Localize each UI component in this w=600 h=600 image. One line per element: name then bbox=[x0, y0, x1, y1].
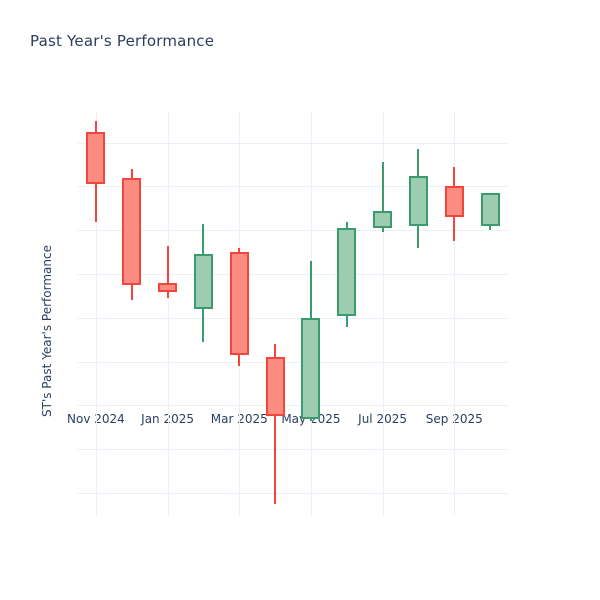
candle-wick bbox=[274, 344, 277, 505]
candle-wick bbox=[381, 162, 384, 233]
candle-wick bbox=[166, 245, 169, 299]
candle-body bbox=[408, 175, 428, 226]
y-gridline bbox=[78, 274, 508, 276]
y-gridline bbox=[78, 493, 508, 495]
candle-body bbox=[86, 131, 106, 185]
candle-body bbox=[480, 193, 500, 226]
page-title: Past Year's Performance bbox=[30, 32, 215, 50]
y-gridline bbox=[78, 230, 508, 232]
candle-body bbox=[444, 186, 464, 218]
y-gridline bbox=[78, 186, 508, 188]
candle-body bbox=[158, 282, 178, 292]
x-gridline bbox=[454, 112, 456, 515]
y-gridline bbox=[78, 449, 508, 451]
y-axis-title: ST's Past Year's Performance bbox=[40, 245, 54, 417]
candle-body bbox=[337, 228, 357, 316]
x-gridline bbox=[167, 112, 169, 515]
y-gridline bbox=[78, 142, 508, 144]
y-gridline bbox=[78, 317, 508, 319]
candle-body bbox=[229, 252, 249, 356]
plot-area bbox=[78, 112, 508, 515]
x-gridline bbox=[382, 112, 384, 515]
candle-body bbox=[373, 210, 393, 229]
y-gridline bbox=[78, 361, 508, 363]
candle-body bbox=[265, 357, 285, 417]
candle-body bbox=[301, 317, 321, 419]
candle-body bbox=[193, 254, 213, 310]
x-gridline bbox=[95, 112, 97, 515]
y-gridline bbox=[78, 405, 508, 407]
candle-body bbox=[122, 177, 142, 286]
